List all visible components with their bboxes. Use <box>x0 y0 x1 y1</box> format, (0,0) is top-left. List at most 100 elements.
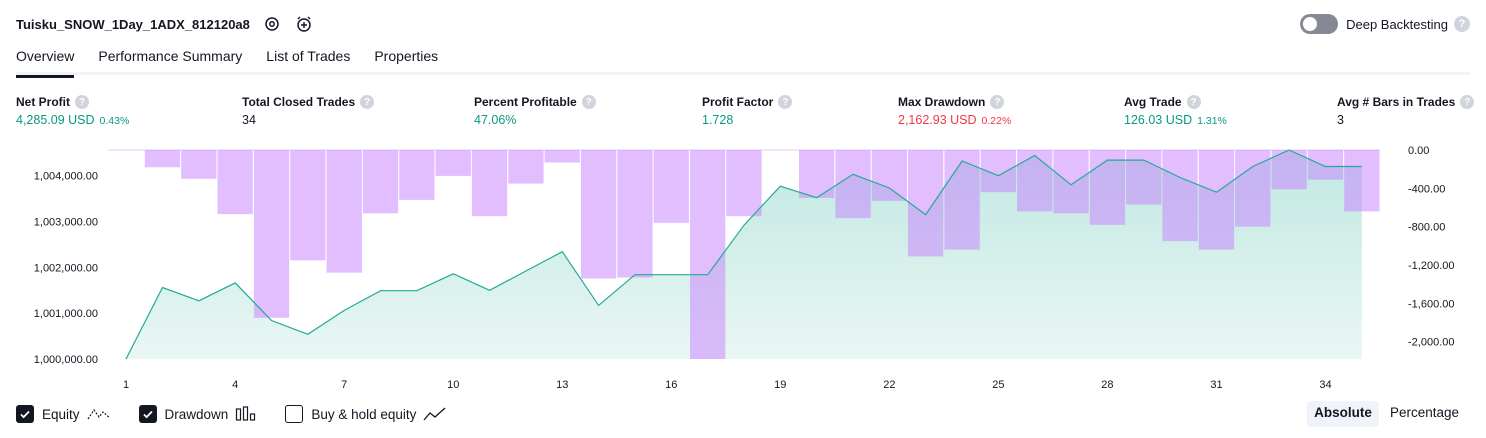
drawdown-bar <box>1307 150 1344 180</box>
drawdown-bar <box>908 150 944 257</box>
stat-label: Avg Trade <box>1124 95 1182 109</box>
x-tick-label: 28 <box>1101 379 1113 391</box>
stat-percent-profitable: Percent Profitable? 47.06% <box>474 94 596 127</box>
drawdown-bar <box>326 150 362 273</box>
trend-line-icon <box>423 406 447 422</box>
stat-label: Total Closed Trades <box>242 95 356 109</box>
y-left-tick-label: 1,004,000.00 <box>34 171 98 183</box>
tab-performance-summary[interactable]: Performance Summary <box>98 48 243 64</box>
y-right-tick-label: -1,200.00 <box>1408 260 1454 272</box>
tab-properties[interactable]: Properties <box>374 48 439 64</box>
x-tick-label: 34 <box>1319 379 1331 391</box>
equity-drawdown-chart[interactable]: 1,000,000.00 1,001,000.00 1,002,000.00 1,00… <box>0 140 1486 395</box>
info-icon[interactable]: ? <box>990 95 1005 109</box>
info-icon[interactable]: ? <box>1186 95 1201 109</box>
drawdown-bar <box>581 150 617 279</box>
stat-total-closed-trades: Total Closed Trades? 34 <box>242 94 375 127</box>
bar-chart-icon <box>235 406 257 422</box>
y-left-tick-label: 1,002,000.00 <box>34 262 98 274</box>
x-tick-label: 22 <box>883 379 895 391</box>
stat-label: Net Profit <box>16 95 70 109</box>
x-tick-label: 16 <box>665 379 677 391</box>
stat-value: 3 <box>1337 113 1344 127</box>
y-right-tick-label: -400.00 <box>1408 183 1445 195</box>
drawdown-bar <box>1053 150 1089 214</box>
stat-percent: 0.43% <box>99 115 130 127</box>
deep-backtesting-label: Deep Backtesting <box>1346 16 1448 32</box>
equity-line-icon <box>87 406 111 422</box>
x-tick-label: 13 <box>556 379 568 391</box>
drawdown-bar <box>362 150 399 214</box>
info-icon[interactable]: ? <box>1460 95 1475 109</box>
y-left-tick-label: 1,001,000.00 <box>34 308 98 320</box>
gear-icon[interactable] <box>262 14 282 34</box>
drawdown-bar <box>1198 150 1235 250</box>
drawdown-bar <box>399 150 435 200</box>
stat-value: 34 <box>242 113 256 127</box>
info-icon[interactable]: ? <box>360 95 375 109</box>
tab-bar: Overview Performance Summary List of Tra… <box>16 44 1470 78</box>
add-alert-icon[interactable] <box>294 14 314 34</box>
info-icon[interactable]: ? <box>778 95 793 109</box>
stat-value: 47.06% <box>474 113 517 127</box>
drawdown-bar <box>1344 150 1380 212</box>
drawdown-bar <box>944 150 980 250</box>
tab-overview[interactable]: Overview <box>16 44 75 78</box>
legend-equity[interactable]: Equity <box>16 405 111 423</box>
strategy-title: Tuisku_SNOW_1Day_1ADX_812120a8 <box>16 16 250 32</box>
y-right-tick-label: -2,000.00 <box>1408 337 1454 349</box>
drawdown-bar <box>653 150 689 223</box>
stat-avg-bars-in-trades: Avg # Bars in Trades? 3 <box>1337 94 1475 127</box>
drawdown-bar <box>1162 150 1198 242</box>
stat-percent: 0.22% <box>981 115 1012 127</box>
equity-line <box>125 149 1362 360</box>
help-icon[interactable]: ? <box>1454 16 1470 32</box>
drawdown-bar <box>726 150 762 217</box>
drawdown-bar <box>290 150 326 261</box>
info-icon[interactable]: ? <box>581 95 596 109</box>
x-tick-label: 31 <box>1210 379 1222 391</box>
y-left-tick-label: 1,000,000.00 <box>34 354 98 366</box>
drawdown-bar <box>1089 150 1126 225</box>
y-right-tick-label: -800.00 <box>1408 222 1445 234</box>
buy-hold-checkbox[interactable] <box>285 405 304 423</box>
deep-backtesting-toggle[interactable] <box>1300 14 1339 34</box>
header-bar: Tuisku_SNOW_1Day_1ADX_812120a8 <box>16 12 314 36</box>
drawdown-bar <box>799 150 835 198</box>
deep-backtesting: Deep Backtesting ? <box>1300 12 1470 36</box>
drawdown-bar <box>144 150 181 168</box>
stat-net-profit: Net Profit? 4,285.09 USD 0.43% <box>16 94 129 127</box>
stat-value: 2,162.93 USD <box>898 113 977 127</box>
legend-drawdown[interactable]: Drawdown <box>138 405 258 423</box>
drawdown-bar <box>544 150 580 163</box>
x-tick-label: 7 <box>341 379 347 391</box>
chart-legend: Equity Drawdown Buy & hold equity <box>16 402 475 426</box>
x-tick-label: 1 <box>123 379 129 391</box>
drawdown-bar <box>1017 150 1053 212</box>
equity-checkbox[interactable] <box>16 405 34 423</box>
stat-percent: 1.31% <box>1197 115 1227 127</box>
info-icon[interactable]: ? <box>75 95 89 109</box>
stat-label: Max Drawdown <box>898 95 986 109</box>
legend-buy-hold-equity[interactable]: Buy & hold equity <box>285 405 447 423</box>
y-left-tick-label: 1,003,000.00 <box>34 217 98 229</box>
x-tick-label: 4 <box>232 379 238 391</box>
percentage-button[interactable]: Percentage <box>1389 405 1459 420</box>
drawdown-bar <box>871 150 907 201</box>
absolute-button[interactable]: Absolute <box>1307 401 1379 427</box>
tab-list-of-trades[interactable]: List of Trades <box>266 48 351 64</box>
stat-max-drawdown: Max Drawdown? 2,162.93 USD 0.22% <box>898 94 1011 127</box>
y-right-tick-label: -1,600.00 <box>1408 298 1454 310</box>
drawdown-bar <box>181 150 217 179</box>
drawdown-bar <box>471 150 508 217</box>
drawdown-checkbox[interactable] <box>138 405 157 423</box>
x-tick-label: 19 <box>774 379 786 391</box>
drawdown-bar <box>1235 150 1271 227</box>
equity-area <box>126 150 1362 359</box>
stat-label: Avg # Bars in Trades <box>1337 95 1456 109</box>
legend-label: Drawdown <box>164 406 229 422</box>
drawdown-bar <box>1126 150 1162 205</box>
drawdown-bar <box>1271 150 1307 190</box>
drawdown-bar <box>217 150 253 215</box>
x-tick-label: 10 <box>447 379 459 391</box>
